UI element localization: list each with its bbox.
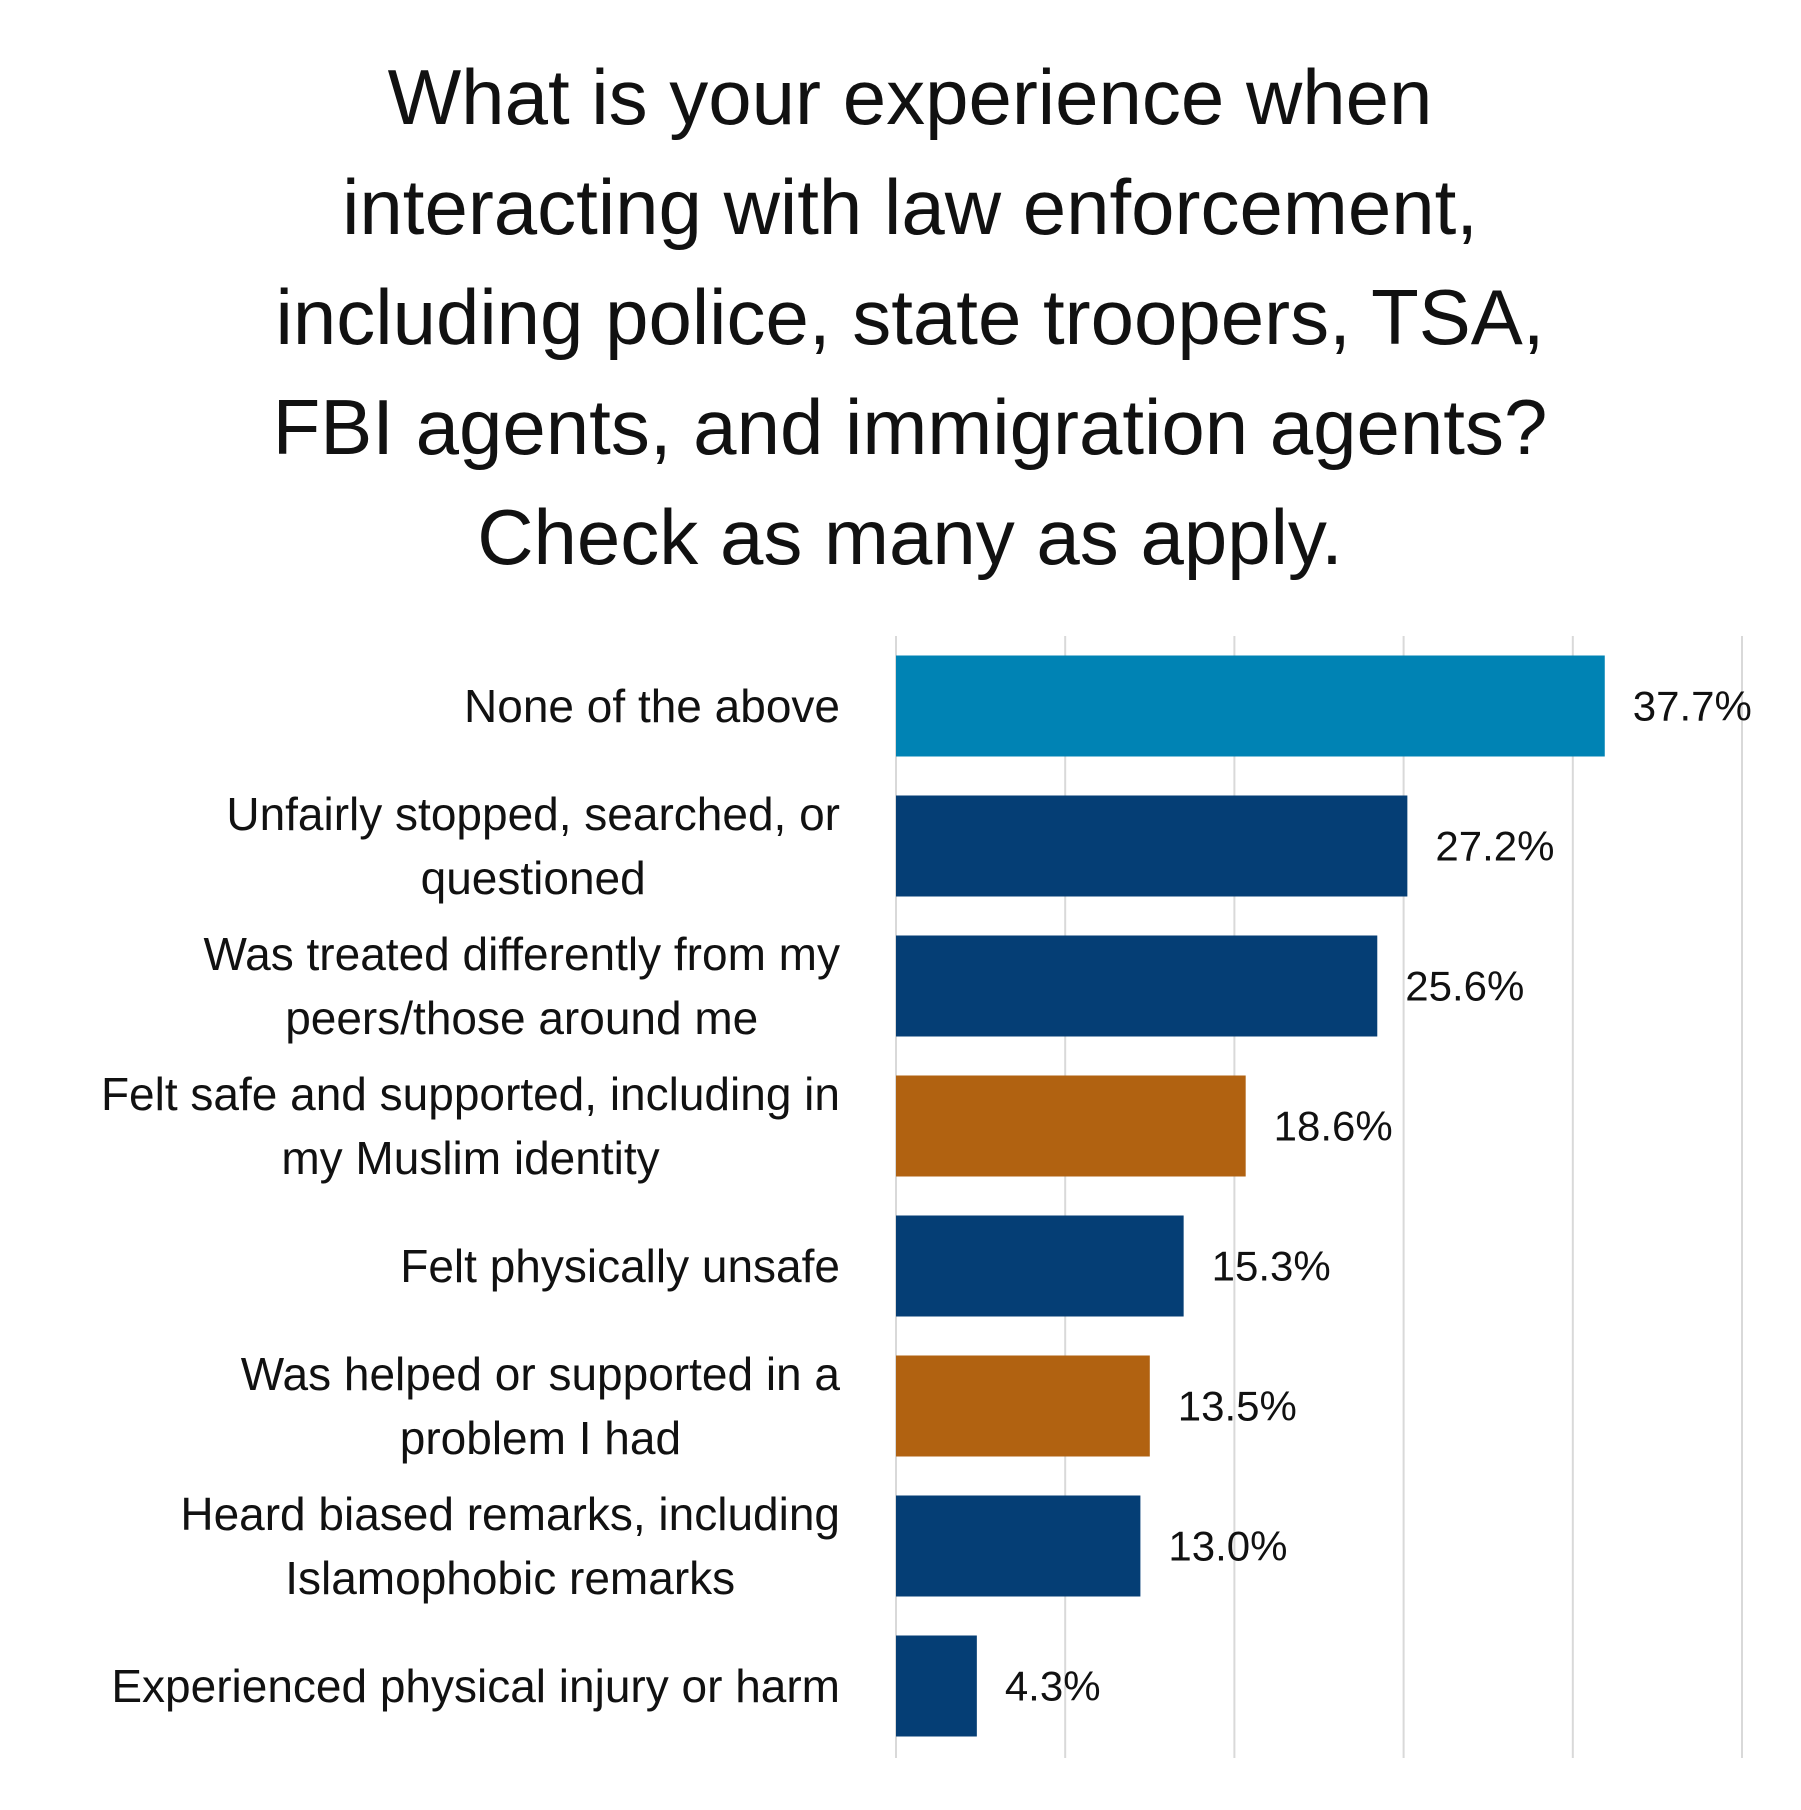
value-label: 13.5%: [1178, 1383, 1297, 1430]
value-label: 15.3%: [1212, 1243, 1331, 1290]
bars: [896, 655, 1605, 1737]
bar: [896, 935, 1378, 1037]
category-label: Unfairly stopped, searched, or questioned: [226, 788, 840, 904]
category-labels: None of the above Unfairly stopped, searc…: [101, 680, 840, 1712]
bar: [896, 1635, 977, 1737]
category-label-line: Heard biased remarks, including: [180, 1488, 840, 1540]
bar: [896, 1075, 1246, 1177]
value-label: 25.6%: [1405, 963, 1524, 1010]
category-label-line: Islamophobic remarks: [285, 1552, 735, 1604]
chart-title-line: interacting with law enforcement,: [342, 163, 1478, 251]
category-label-line: Was helped or supported in a: [241, 1348, 841, 1400]
value-label: 27.2%: [1435, 823, 1554, 870]
category-label: Was treated differently from my peers/tho…: [203, 928, 840, 1044]
category-label-line: Felt safe and supported, including in: [101, 1068, 840, 1120]
category-label: None of the above: [464, 680, 840, 732]
value-label: 18.6%: [1274, 1103, 1393, 1150]
category-label-line: Unfairly stopped, searched, or: [226, 788, 840, 840]
value-label: 37.7%: [1633, 683, 1752, 730]
chart-title-line: including police, state troopers, TSA,: [275, 273, 1545, 361]
bar: [896, 1355, 1150, 1457]
bar: [896, 795, 1408, 897]
category-label-line: Was treated differently from my: [203, 928, 840, 980]
bar: [896, 1495, 1141, 1597]
chart-title-line: FBI agents, and immigration agents?: [272, 383, 1548, 471]
category-label-line: Felt physically unsafe: [400, 1240, 840, 1292]
bar: [896, 655, 1605, 757]
category-label-line: None of the above: [464, 680, 840, 732]
value-labels: 37.7% 27.2% 25.6% 18.6% 15.3% 13.5% 13.0% 4.3%: [1005, 683, 1752, 1710]
category-label: Felt safe and supported, including in my …: [101, 1068, 840, 1184]
category-label-line: my Muslim identity: [281, 1132, 659, 1184]
category-label: Was helped or supported in a problem I ha…: [241, 1348, 841, 1464]
value-label: 4.3%: [1005, 1663, 1101, 1710]
category-label: Heard biased remarks, including Islamopho…: [180, 1488, 840, 1604]
category-label: Felt physically unsafe: [400, 1240, 840, 1292]
category-label-line: Experienced physical injury or harm: [111, 1660, 840, 1712]
chart-title: What is your experience when interacting …: [150, 42, 1670, 592]
chart-title-line: Check as many as apply.: [477, 493, 1343, 581]
category-label-line: peers/those around me: [285, 992, 758, 1044]
category-label-line: questioned: [421, 852, 646, 904]
bar: [896, 1215, 1184, 1317]
category-label-line: problem I had: [400, 1412, 681, 1464]
value-label: 13.0%: [1168, 1523, 1287, 1570]
chart-title-line: What is your experience when: [387, 53, 1433, 141]
category-label: Experienced physical injury or harm: [111, 1660, 840, 1712]
